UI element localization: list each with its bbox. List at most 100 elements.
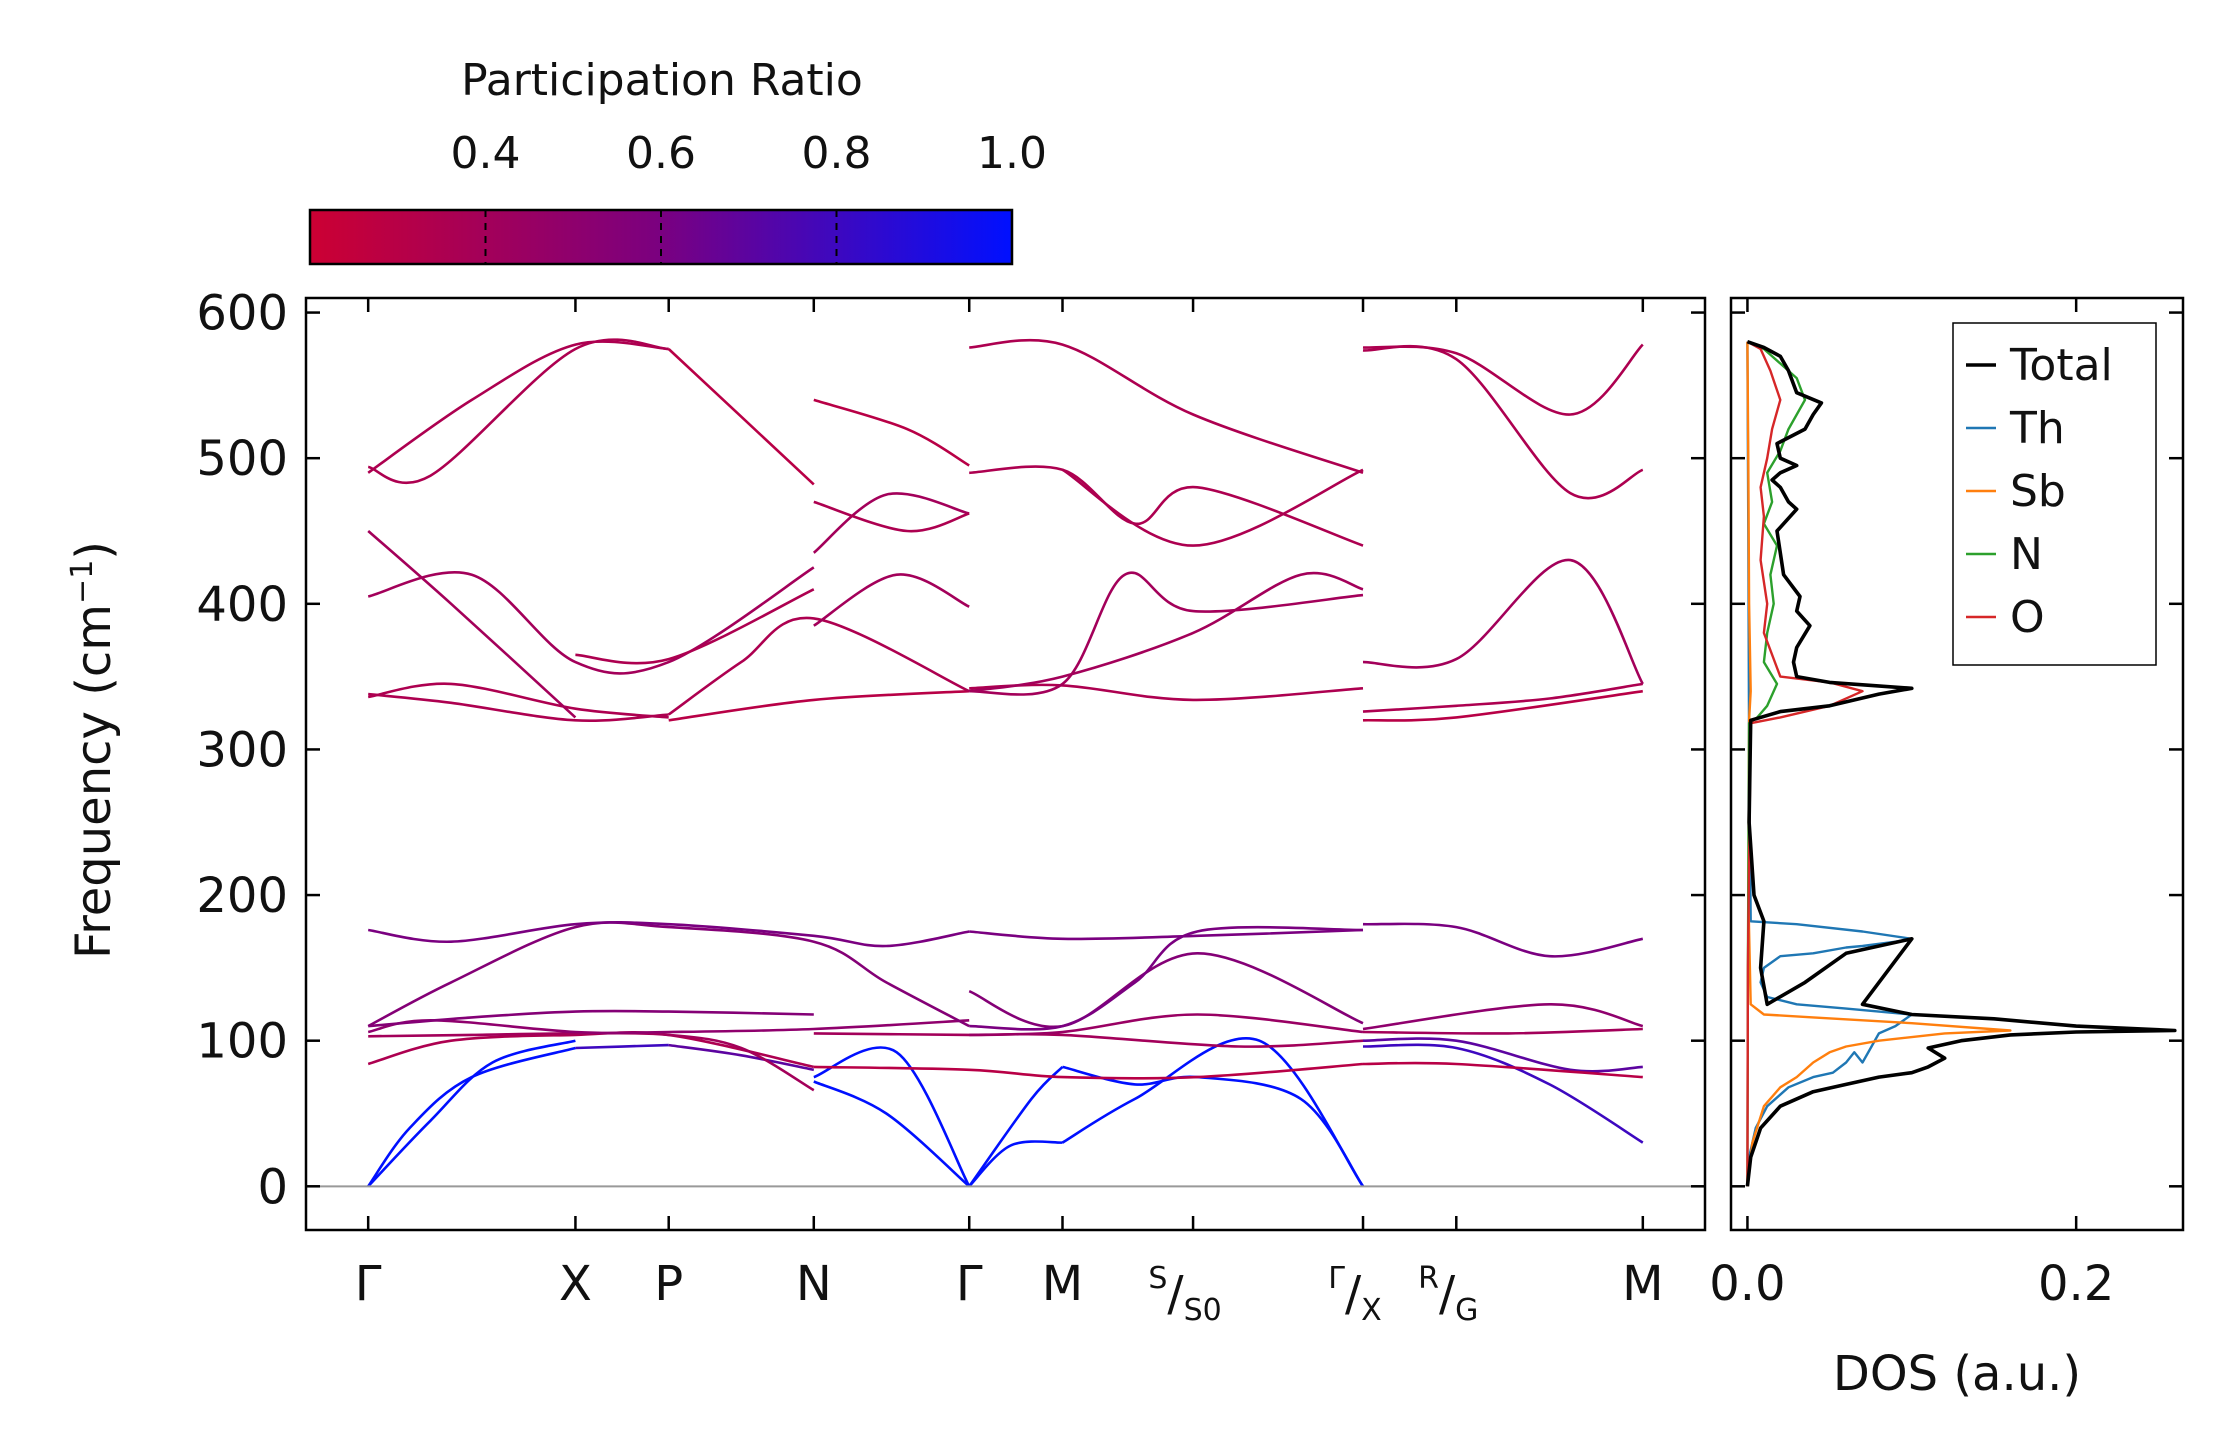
phonon-band (367, 682, 669, 719)
dos-legend: Total Th Sb NO (1952, 322, 2157, 666)
colorbar-tick-label: 0.6 (626, 128, 696, 179)
phonon-band (1362, 344, 1644, 500)
x-tick-label-sup: S (1148, 1261, 1167, 1296)
phonon-band (1362, 682, 1643, 713)
phonon-band (968, 1065, 1064, 1188)
dos-series-th (1746, 341, 1913, 1187)
phonon-band (367, 1046, 576, 1188)
dos-x-ticks: 0.0 0.2 (1709, 298, 2114, 1312)
legend-frame (1952, 322, 2157, 666)
phonon-band (813, 1046, 971, 1187)
x-tick-label-sub: G (1455, 1293, 1478, 1328)
phonon-band (367, 530, 577, 719)
colorbar-tick-label: 1.0 (977, 128, 1047, 179)
legend-label-total: Total (2009, 340, 2113, 391)
phonon-band (575, 1043, 669, 1050)
x-tick-label-compound: S/S0 (1148, 1261, 1221, 1328)
phonon-band (969, 925, 1364, 1031)
legend-label-th: Th (2009, 403, 2065, 454)
phonon-band (1061, 468, 1364, 547)
colorbar-label: Participation Ratio (461, 55, 863, 106)
phonon-band (813, 1080, 971, 1188)
phonon-band (813, 500, 970, 533)
dos-lines (1745, 340, 2177, 1187)
dos-y-ticks (1731, 311, 2183, 1188)
dos-series-sb (1746, 341, 2012, 1187)
phonon-band (575, 588, 815, 665)
dos-x-tick-label: 0.0 (1709, 1256, 1785, 1312)
phonon-band (367, 921, 970, 1028)
band-x-ticks: Γ X P N Γ M S/S0Γ/XR/G M (355, 298, 1664, 1328)
phonon-band (367, 1019, 970, 1035)
y-tick-label: 0 (257, 1159, 288, 1215)
x-tick-label: P (654, 1256, 683, 1312)
phonon-band (367, 1030, 815, 1069)
y-tick-label: 600 (196, 286, 288, 342)
x-tick-label: Γ (956, 1256, 983, 1312)
y-axis-label-text: Frequency (cm (66, 604, 122, 959)
phonon-band (969, 683, 1364, 702)
colorbar-tick-label: 0.8 (802, 128, 872, 179)
phonon-band (1362, 343, 1644, 416)
phonon-band (1362, 1043, 1644, 1144)
phonon-band (969, 1013, 1364, 1037)
phonon-band (1362, 558, 1644, 685)
phonon-band (367, 1039, 576, 1188)
x-tick-label-sub: X (1361, 1293, 1382, 1328)
phonon-band (968, 1140, 1063, 1188)
phonon-band (1362, 922, 1644, 958)
band-axes-frame (304, 296, 1707, 1232)
x-tick-label: M (1622, 1256, 1663, 1312)
x-tick-label: Γ (355, 1256, 382, 1312)
x-tick-label-slash: / (1345, 1266, 1362, 1322)
y-tick-label: 100 (196, 1014, 288, 1070)
phonon-band (812, 492, 970, 554)
legend-label-o: O (2010, 592, 2045, 643)
phonon-band (1362, 1002, 1644, 1031)
phonon-band (813, 1032, 1364, 1048)
phonon-band (367, 338, 669, 485)
y-axis-label: Frequency (cm−1) (65, 541, 122, 959)
phonon-band (668, 689, 970, 722)
band-lines (367, 338, 1644, 1188)
dos-series-o (1746, 340, 1864, 1187)
dos-x-axis-label: DOS (a.u.) (1833, 1346, 2081, 1402)
phonon-band (969, 928, 1364, 941)
y-tick-label: 500 (196, 431, 288, 487)
dos-axes-frame (1729, 296, 2185, 1232)
phonon-band (969, 571, 1364, 693)
phonon-band (813, 398, 970, 467)
phonon-band (1061, 1037, 1365, 1188)
phonon-band (969, 571, 1364, 696)
phonon-band (969, 465, 1364, 547)
phonon-band (367, 566, 815, 675)
phonon-band (367, 340, 669, 474)
dos-panel: 0.0 0.2 DOS (a.u.) Total Th Sb NO (1709, 296, 2185, 1402)
y-tick-label: 400 (196, 577, 288, 633)
phonon-band (969, 338, 1364, 475)
phonon-band (368, 1009, 814, 1028)
phonon-band (813, 1062, 1364, 1080)
legend-label-n: N (2010, 529, 2043, 580)
phonon-band (1362, 689, 1643, 722)
band-y-ticks: 0 100 200 300 400 500 600 (196, 286, 1705, 1215)
phonon-band (368, 1031, 815, 1092)
colorbar: Participation Ratio 0.4 0.6 0.8 1.0 (308, 55, 1047, 266)
x-tick-label-sup: Γ (1328, 1261, 1345, 1296)
x-tick-label-sub: S0 (1184, 1293, 1222, 1328)
colorbar-ticks: 0.4 0.6 0.8 1.0 (451, 128, 1047, 264)
phonon-band (667, 616, 970, 716)
y-axis-label-tail: ) (66, 541, 122, 560)
x-tick-label-compound: R/G (1418, 1261, 1478, 1328)
x-tick-label: M (1042, 1256, 1083, 1312)
x-tick-label-slash: / (1167, 1266, 1184, 1322)
x-tick-label-compound: Γ/X (1328, 1261, 1381, 1328)
x-tick-label: N (796, 1256, 832, 1312)
colorbar-tick-label: 0.4 (451, 128, 521, 179)
phonon-band (1362, 1027, 1643, 1035)
y-axis-label-sup: −1 (65, 560, 100, 604)
phonon-band (1362, 1061, 1643, 1079)
legend-label-sb: Sb (2010, 466, 2066, 517)
dos-series-total (1745, 340, 2177, 1187)
